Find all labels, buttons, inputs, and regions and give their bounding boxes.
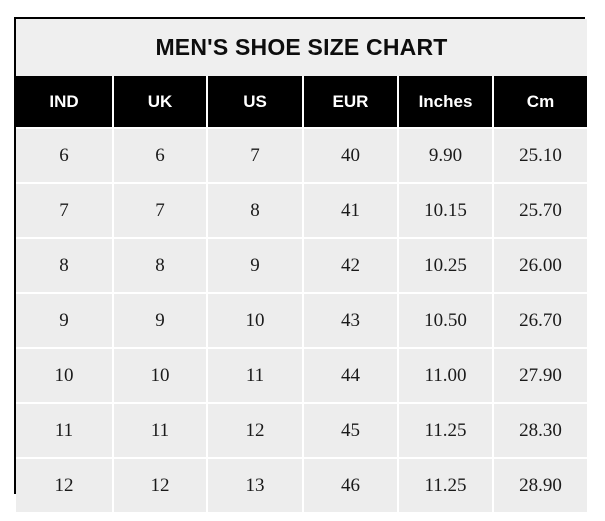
cell-us: 10: [206, 292, 303, 348]
cell-inches: 10.50: [397, 292, 493, 348]
column-header-eur: EUR: [302, 76, 398, 128]
cell-inches: 11.25: [397, 402, 493, 458]
cell-us: 13: [206, 457, 303, 512]
table-row: 10 10 11 44 11.00 27.90: [16, 347, 587, 403]
cell-cm: 27.90: [492, 347, 587, 403]
cell-ind: 11: [16, 402, 113, 458]
column-header-uk: UK: [112, 76, 207, 128]
cell-ind: 9: [16, 292, 113, 348]
cell-ind: 7: [16, 182, 113, 238]
table-row: 8 8 9 42 10.25 26.00: [16, 237, 587, 293]
cell-inches: 11.25: [397, 457, 493, 512]
column-header-us: US: [206, 76, 303, 128]
cell-ind: 6: [16, 127, 113, 183]
cell-eur: 40: [302, 127, 398, 183]
cell-inches: 10.25: [397, 237, 493, 293]
cell-eur: 41: [302, 182, 398, 238]
size-chart-container: MEN'S SHOE SIZE CHART IND UK US EUR Inch…: [14, 17, 587, 512]
cell-eur: 43: [302, 292, 398, 348]
cell-ind: 10: [16, 347, 113, 403]
cell-uk: 8: [112, 237, 207, 293]
column-header-inches: Inches: [397, 76, 493, 128]
cell-uk: 12: [112, 457, 207, 512]
cell-uk: 11: [112, 402, 207, 458]
cell-inches: 10.15: [397, 182, 493, 238]
cell-uk: 7: [112, 182, 207, 238]
cell-uk: 6: [112, 127, 207, 183]
table-row: 11 11 12 45 11.25 28.30: [16, 402, 587, 458]
cell-uk: 10: [112, 347, 207, 403]
table-row: 9 9 10 43 10.50 26.70: [16, 292, 587, 348]
table-title-row: MEN'S SHOE SIZE CHART: [16, 19, 587, 76]
cell-eur: 45: [302, 402, 398, 458]
cell-uk: 9: [112, 292, 207, 348]
cell-us: 8: [206, 182, 303, 238]
cell-cm: 28.90: [492, 457, 587, 512]
cell-cm: 26.70: [492, 292, 587, 348]
shoe-size-table: MEN'S SHOE SIZE CHART IND UK US EUR Inch…: [16, 19, 587, 512]
cell-cm: 25.10: [492, 127, 587, 183]
cell-us: 9: [206, 237, 303, 293]
cell-cm: 25.70: [492, 182, 587, 238]
table-row: 6 6 7 40 9.90 25.10: [16, 127, 587, 183]
cell-eur: 44: [302, 347, 398, 403]
table-title-cell: MEN'S SHOE SIZE CHART: [16, 19, 587, 76]
cell-ind: 12: [16, 457, 113, 512]
cell-inches: 9.90: [397, 127, 493, 183]
page-title: MEN'S SHOE SIZE CHART: [155, 34, 448, 60]
table-row: 12 12 13 46 11.25 28.90: [16, 457, 587, 512]
column-header-cm: Cm: [492, 76, 587, 128]
cell-cm: 28.30: [492, 402, 587, 458]
cell-us: 12: [206, 402, 303, 458]
cell-eur: 42: [302, 237, 398, 293]
cell-ind: 8: [16, 237, 113, 293]
cell-eur: 46: [302, 457, 398, 512]
cell-inches: 11.00: [397, 347, 493, 403]
cell-us: 7: [206, 127, 303, 183]
cell-us: 11: [206, 347, 303, 403]
cell-cm: 26.00: [492, 237, 587, 293]
table-header-row: IND UK US EUR Inches Cm: [16, 76, 587, 128]
table-row: 7 7 8 41 10.15 25.70: [16, 182, 587, 238]
column-header-ind: IND: [16, 76, 113, 128]
